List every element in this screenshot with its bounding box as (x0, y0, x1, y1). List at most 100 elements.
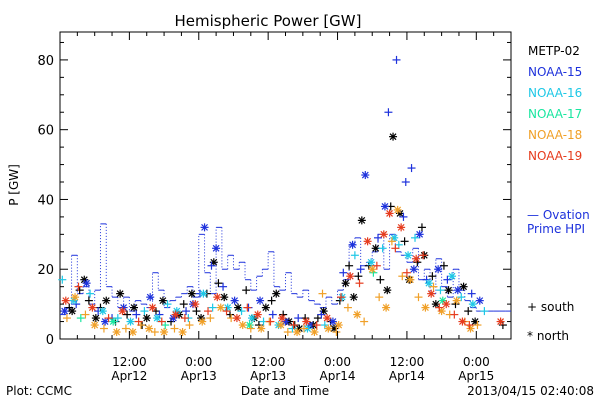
point-north (434, 265, 443, 274)
point-south (375, 293, 384, 302)
marker-stroke (476, 297, 484, 305)
marker-stroke (396, 209, 404, 217)
point-south (204, 307, 213, 316)
legend-marker-key: * north (527, 329, 569, 343)
point-south (192, 307, 201, 316)
marker-stroke (248, 314, 256, 322)
legend-item: NOAA-16 (528, 86, 582, 100)
legend-item: NOAA-17 (528, 107, 582, 121)
marker-stroke (146, 293, 154, 301)
marker-stroke (432, 300, 440, 308)
point-north (406, 275, 415, 284)
point-north (385, 209, 394, 218)
marker-stroke (88, 304, 96, 312)
marker-stroke (130, 304, 138, 312)
point-south (435, 303, 444, 312)
marker-stroke (199, 290, 207, 298)
marker-stroke (91, 321, 99, 329)
point-north (475, 296, 484, 305)
marker-stroke (422, 304, 429, 312)
point-south (140, 307, 149, 316)
point-south (104, 314, 113, 323)
marker-stroke (102, 297, 110, 305)
point-north (302, 317, 311, 326)
point-south (243, 303, 252, 312)
point-south (343, 303, 352, 312)
point-north (247, 314, 256, 323)
point-north (171, 310, 180, 319)
point-south (473, 321, 482, 330)
point-north (112, 328, 121, 337)
x-tick-time-label: 12:00 (251, 355, 286, 369)
point-south (317, 310, 326, 319)
plot-frame (59, 31, 512, 340)
point-north (126, 317, 135, 326)
legend-item: METP-02 (528, 44, 580, 58)
marker-stroke (372, 244, 380, 252)
marker-stroke (116, 290, 124, 298)
point-south (387, 237, 396, 246)
x-tick-date-label: Apr14 (320, 369, 356, 383)
point-south (372, 261, 381, 270)
point-north (427, 289, 436, 298)
point-north (328, 317, 337, 326)
point-south (320, 321, 329, 330)
point-south (185, 321, 194, 330)
point-south (242, 286, 251, 295)
marker-stroke (262, 304, 270, 312)
y-tick-label: 80 (37, 54, 54, 69)
marker-stroke (302, 318, 310, 325)
legend-ovation: Prime HPI (527, 222, 585, 236)
point-south (337, 293, 346, 302)
marker-stroke (353, 311, 361, 319)
marker-stroke (191, 300, 199, 308)
x-tick-date-label: Apr12 (111, 369, 147, 383)
point-south (350, 251, 359, 260)
marker-stroke (80, 276, 88, 284)
marker-stroke (434, 265, 442, 273)
point-north (276, 321, 285, 330)
satellite-points (58, 55, 507, 337)
point-south (465, 321, 474, 330)
point-south (76, 314, 85, 323)
point-north (82, 279, 91, 288)
point-south (419, 251, 428, 260)
point-north (458, 317, 467, 326)
marker-stroke (224, 304, 232, 312)
x-tick-time-label: 12:00 (112, 355, 147, 369)
point-south (150, 328, 159, 337)
point-south (62, 314, 71, 323)
point-north (382, 303, 391, 312)
point-north (368, 265, 377, 274)
point-north (200, 223, 209, 232)
marker-stroke (113, 328, 121, 336)
point-south (268, 310, 277, 319)
point-south (457, 293, 466, 302)
series-noaa-19 (61, 209, 505, 330)
point-north (109, 317, 118, 326)
point-south (132, 310, 141, 319)
marker-stroke (198, 318, 206, 325)
x-tick-time-label: 0:00 (324, 355, 351, 369)
marker-stroke (99, 307, 107, 315)
point-south (289, 321, 298, 330)
point-north (346, 272, 355, 281)
series-noaa-16 (58, 233, 489, 333)
point-north (357, 216, 366, 225)
point-south (354, 272, 363, 281)
legend-item: NOAA-18 (528, 128, 582, 142)
marker-stroke (442, 300, 450, 308)
point-north (412, 254, 421, 263)
marker-stroke (101, 318, 109, 325)
x-axis-label: Date and Time (241, 384, 329, 398)
marker-stroke (427, 290, 435, 298)
marker-stroke (382, 304, 390, 312)
point-south (417, 223, 426, 232)
marker-stroke (272, 290, 280, 298)
marker-stroke (410, 265, 418, 273)
marker-stroke (386, 209, 394, 217)
point-north (278, 314, 287, 323)
point-north (199, 289, 208, 298)
marker-stroke (438, 307, 446, 315)
